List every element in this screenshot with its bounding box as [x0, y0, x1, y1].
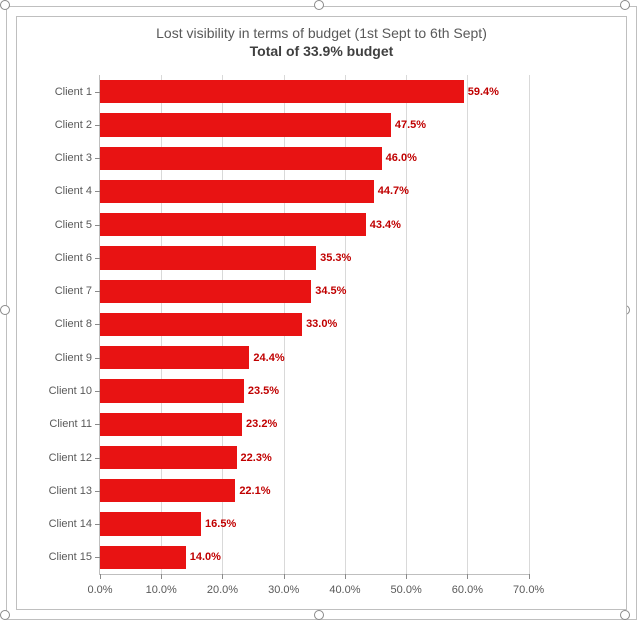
bar-row: Client 1514.0% [100, 541, 529, 574]
bar-row: Client 734.5% [100, 275, 529, 308]
x-axis-label: 50.0% [391, 584, 422, 596]
plot-inner: 0.0%10.0%20.0%30.0%40.0%50.0%60.0%70.0%C… [99, 75, 529, 575]
y-axis-label: Client 2 [28, 119, 92, 131]
resize-handle-bottom-right[interactable] [620, 610, 630, 620]
bar-row: Client 1322.1% [100, 474, 529, 507]
x-axis-label: 10.0% [146, 584, 177, 596]
data-label: 23.5% [244, 385, 279, 397]
x-tick [467, 574, 468, 579]
bar[interactable] [100, 346, 249, 369]
bar[interactable] [100, 147, 382, 170]
chart-title-line2: Total of 33.9% budget [17, 43, 626, 61]
bar[interactable] [100, 512, 201, 535]
bar-row: Client 1416.5% [100, 507, 529, 540]
y-axis-label: Client 1 [28, 86, 92, 98]
bar-row: Client 159.4% [100, 75, 529, 108]
data-label: 46.0% [382, 152, 417, 164]
gridline [529, 75, 530, 574]
bar-row: Client 1222.3% [100, 441, 529, 474]
data-label: 16.5% [201, 518, 236, 530]
x-tick [345, 574, 346, 579]
y-axis-label: Client 15 [28, 551, 92, 563]
bar-row: Client 247.5% [100, 108, 529, 141]
x-tick [529, 574, 530, 579]
bar[interactable] [100, 413, 242, 436]
bar[interactable] [100, 546, 186, 569]
resize-handle-top-left[interactable] [0, 0, 10, 10]
bar-row: Client 1023.5% [100, 374, 529, 407]
y-axis-label: Client 12 [28, 452, 92, 464]
resize-handle-bottom-middle[interactable] [314, 610, 324, 620]
x-tick [100, 574, 101, 579]
y-axis-label: Client 7 [28, 285, 92, 297]
bar[interactable] [100, 80, 464, 103]
data-label: 22.3% [237, 452, 272, 464]
data-label: 44.7% [374, 185, 409, 197]
bar[interactable] [100, 379, 244, 402]
data-label: 24.4% [249, 352, 284, 364]
y-axis-label: Client 3 [28, 152, 92, 164]
chart-title-line1: Lost visibility in terms of budget (1st … [17, 25, 626, 43]
data-label: 23.2% [242, 418, 277, 430]
data-label: 59.4% [464, 86, 499, 98]
x-tick [406, 574, 407, 579]
y-axis-label: Client 11 [28, 418, 92, 430]
bar[interactable] [100, 246, 316, 269]
y-axis-label: Client 9 [28, 352, 92, 364]
x-axis-label: 30.0% [268, 584, 299, 596]
bar[interactable] [100, 446, 237, 469]
bar[interactable] [100, 113, 391, 136]
x-axis-label: 40.0% [329, 584, 360, 596]
bar-row: Client 543.4% [100, 208, 529, 241]
bar[interactable] [100, 280, 311, 303]
chart-panel[interactable]: Lost visibility in terms of budget (1st … [16, 16, 627, 610]
x-axis-label: 0.0% [87, 584, 112, 596]
bar-row: Client 346.0% [100, 142, 529, 175]
y-axis-label: Client 6 [28, 252, 92, 264]
bar-row: Client 444.7% [100, 175, 529, 208]
bar[interactable] [100, 313, 302, 336]
data-label: 35.3% [316, 252, 351, 264]
x-axis-label: 60.0% [452, 584, 483, 596]
x-axis-label: 20.0% [207, 584, 238, 596]
y-axis-label: Client 4 [28, 185, 92, 197]
chart-canvas: Lost visibility in terms of budget (1st … [0, 0, 643, 626]
data-label: 14.0% [186, 551, 221, 563]
x-tick [222, 574, 223, 579]
y-axis-label: Client 5 [28, 219, 92, 231]
x-tick [284, 574, 285, 579]
data-label: 47.5% [391, 119, 426, 131]
resize-handle-top-middle[interactable] [314, 0, 324, 10]
y-axis-label: Client 10 [28, 385, 92, 397]
y-axis-label: Client 8 [28, 318, 92, 330]
bar[interactable] [100, 213, 366, 236]
plot-area[interactable]: 0.0%10.0%20.0%30.0%40.0%50.0%60.0%70.0%C… [99, 75, 566, 575]
bar-row: Client 1123.2% [100, 408, 529, 441]
resize-handle-bottom-left[interactable] [0, 610, 10, 620]
data-label: 43.4% [366, 219, 401, 231]
bar[interactable] [100, 479, 235, 502]
data-label: 34.5% [311, 285, 346, 297]
x-axis-label: 70.0% [513, 584, 544, 596]
resize-handle-top-right[interactable] [620, 0, 630, 10]
data-label: 22.1% [235, 485, 270, 497]
bar[interactable] [100, 180, 374, 203]
bar-row: Client 833.0% [100, 308, 529, 341]
bar-row: Client 924.4% [100, 341, 529, 374]
resize-handle-middle-left[interactable] [0, 305, 10, 315]
y-axis-label: Client 14 [28, 518, 92, 530]
bar-row: Client 635.3% [100, 241, 529, 274]
y-axis-label: Client 13 [28, 485, 92, 497]
data-label: 33.0% [302, 318, 337, 330]
x-tick [161, 574, 162, 579]
chart-title[interactable]: Lost visibility in terms of budget (1st … [17, 25, 626, 60]
